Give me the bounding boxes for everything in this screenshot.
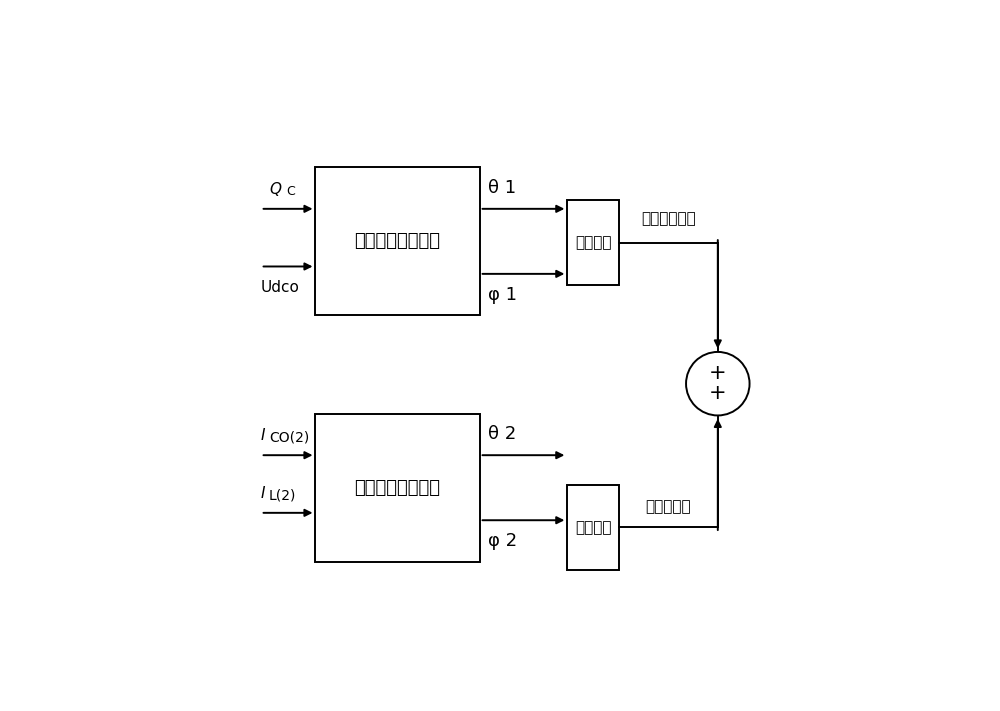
Text: 正序控制信号: 正序控制信号	[641, 211, 696, 226]
Text: θ 1: θ 1	[488, 178, 516, 197]
Circle shape	[686, 352, 750, 415]
Text: L(2): L(2)	[269, 488, 296, 503]
Text: 负序控制信: 负序控制信	[646, 498, 691, 514]
Bar	[315, 168, 480, 315]
Bar	[315, 414, 480, 562]
Text: I: I	[261, 486, 265, 501]
Text: CO(2): CO(2)	[269, 431, 309, 445]
Text: Udco: Udco	[261, 280, 300, 295]
Text: +: +	[709, 383, 727, 402]
Text: θ 2: θ 2	[488, 425, 516, 443]
Text: +: +	[709, 363, 727, 383]
Text: 负序补偿控制网络: 负序补偿控制网络	[355, 479, 441, 497]
Text: φ 2: φ 2	[488, 533, 517, 550]
Text: 正序补偿控制网络: 正序补偿控制网络	[355, 232, 441, 250]
Text: C: C	[286, 186, 295, 198]
Text: Q: Q	[269, 182, 281, 197]
Text: φ 1: φ 1	[488, 286, 517, 304]
Text: I: I	[261, 428, 265, 443]
Text: 正弦信号: 正弦信号	[575, 520, 612, 535]
Bar	[567, 201, 619, 285]
Bar	[567, 485, 619, 570]
Text: 正弦信号: 正弦信号	[575, 235, 612, 250]
